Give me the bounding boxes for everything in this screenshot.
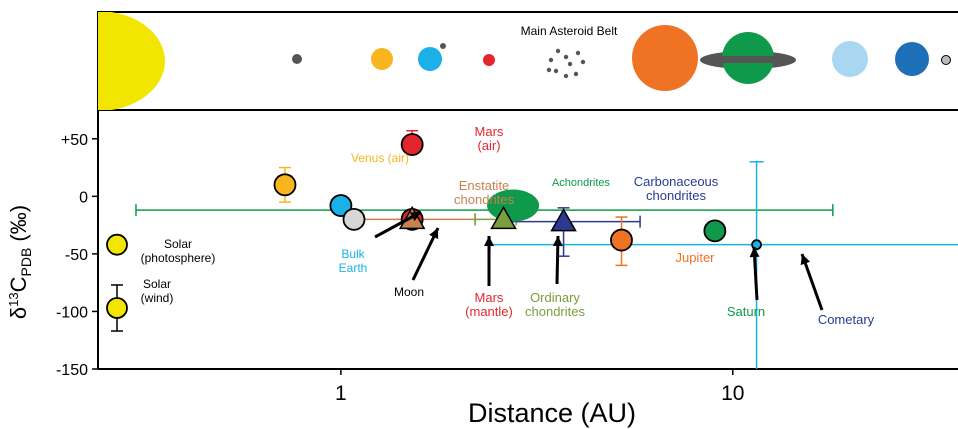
ordinary-chondrites-arrow-head [552, 236, 563, 247]
y-tick-label-0: +50 [61, 132, 88, 149]
solar-wind-label: Solar (wind) [141, 277, 174, 305]
mars-point [400, 133, 424, 156]
y-tick-label-1: 0 [79, 189, 88, 206]
mars-mantle-arrow-head [484, 236, 494, 246]
earth-icon [418, 47, 442, 71]
carbonaceous-chondrites-label: Carbonaceous chondrites [634, 174, 719, 203]
y-tick-label-3: -100 [56, 304, 88, 321]
moon-label: Moon [394, 285, 424, 299]
mars-mantle-label: Mars (mantle) [465, 290, 513, 319]
cometary-label: Cometary [818, 312, 875, 327]
solar-photosphere-point [106, 233, 128, 256]
ordinary-point [490, 205, 517, 230]
data-marks [106, 129, 958, 369]
cometary-point [751, 239, 762, 251]
banner-frame [97, 11, 958, 111]
venus-icon [371, 48, 393, 70]
saturn-arrow [749, 246, 760, 301]
venus-air-label: Venus (air) [351, 151, 409, 165]
venus-air--point [273, 173, 297, 197]
annotations: Solar (photosphere) Solar (wind) Venus (air)… [141, 124, 875, 327]
moon-point [342, 207, 366, 231]
mars-air-label: Mars (air) [475, 124, 504, 153]
y-axis-label: δ13CPDB (‰) [6, 205, 34, 319]
cometary-arrow [800, 253, 824, 311]
bulk-earth-label: Bulk Earth [339, 247, 368, 275]
solar-wind-point [106, 297, 128, 319]
ordinary-chondrites-arrow [552, 235, 563, 285]
moon-arrow-head [429, 228, 439, 240]
saturn-point [703, 219, 727, 243]
asteroid-belt-label: Main Asteroid Belt [521, 24, 618, 38]
bulk-earth-arrow-head [409, 212, 421, 222]
mercury-icon [292, 54, 302, 64]
neptune-icon [895, 42, 929, 76]
solar-photosphere-label: Solar (photosphere) [141, 237, 216, 265]
uranus-icon [832, 41, 868, 77]
x-tick-label-1: 10 [721, 382, 744, 405]
asteroid-belt-icon [546, 48, 586, 79]
cometary-arrow-head [800, 254, 811, 266]
solar-system-banner: Main Asteroid Belt [97, 11, 958, 111]
x-axis-label: Distance (AU) [468, 398, 636, 428]
jupiter-icon [632, 25, 698, 91]
jupiter-label: Jupiter [675, 250, 715, 265]
moon-arrow [411, 227, 440, 281]
carbonaceous-point [550, 208, 577, 232]
jupiter-point [610, 228, 633, 252]
enstatite-chondrites-label: Enstatite chondrites [454, 178, 514, 207]
moon-icon [440, 43, 446, 49]
mars-icon [483, 54, 495, 66]
sun-icon [98, 12, 165, 110]
saturn-arrow-head [749, 247, 760, 258]
pluto-icon [941, 55, 951, 65]
bulk-earth-arrow [374, 210, 422, 239]
ordinary-chondrites-label: Ordinary chondrites [525, 290, 585, 319]
axis-ticks: +50 0 -50 -100 -150 1 10 [56, 132, 744, 405]
y-tick-label-2: -50 [65, 247, 88, 264]
bulk-point [329, 194, 353, 217]
saturn-label: Saturn [727, 304, 765, 319]
y-tick-label-4: -150 [56, 362, 88, 379]
x-tick-label-0: 1 [335, 382, 347, 405]
achondrites-label: Achondrites [552, 177, 611, 189]
mars-mantle-arrow [484, 236, 494, 286]
